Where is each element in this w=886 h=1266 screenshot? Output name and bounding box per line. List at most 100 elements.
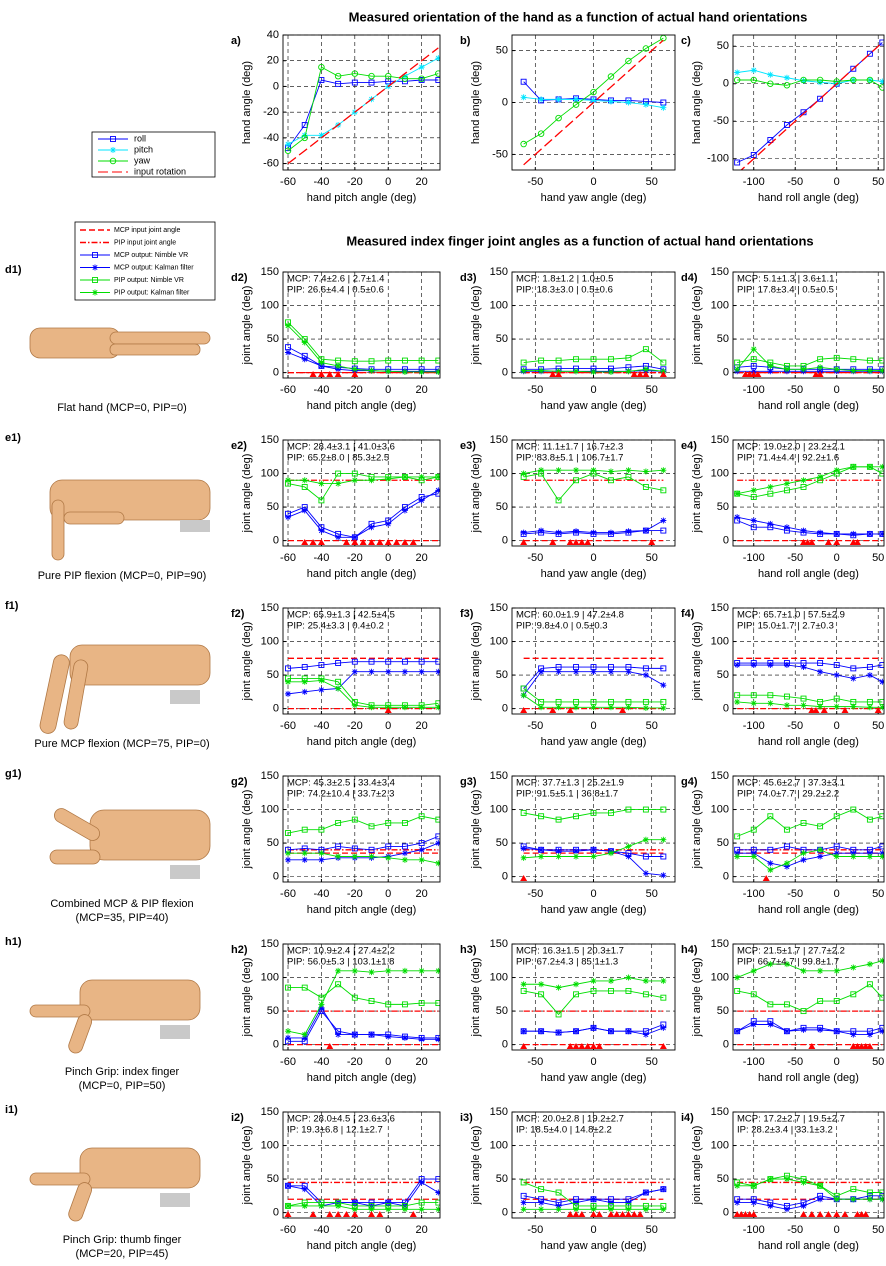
data-point: [351, 994, 358, 1001]
loss-marker: [584, 1043, 592, 1049]
series-group: [285, 657, 440, 713]
y-tick-label: 100: [711, 635, 729, 647]
legend-box: [74, 221, 216, 301]
data-point: [385, 520, 392, 527]
y-tick-label: 0: [723, 1039, 729, 1051]
loss-marker: [351, 539, 359, 545]
data-point: [335, 362, 342, 369]
data-point: [750, 850, 757, 857]
data-point: [555, 668, 562, 675]
data-point: [850, 76, 857, 84]
data-point: [368, 658, 375, 665]
x-tick-label: -50: [787, 552, 803, 564]
series-line: [287, 1202, 439, 1207]
y-tick-label: 100: [490, 467, 508, 479]
data-point: [734, 692, 741, 699]
data-point: [607, 668, 614, 675]
series-line: [523, 666, 664, 689]
data-point: [800, 695, 807, 702]
caption: (MCP=35, PIP=40): [76, 912, 169, 924]
data-point: [435, 833, 440, 840]
data-point: [573, 1028, 580, 1035]
data-point: [351, 702, 358, 709]
row-label: g1): [5, 768, 22, 780]
data-point: [783, 74, 790, 81]
x-tick-label: -20: [347, 176, 363, 188]
x-tick-label: 0: [590, 552, 596, 564]
plot-area: [733, 440, 884, 546]
series-line: [287, 970, 439, 1036]
hand-illustration: [39, 644, 211, 734]
y-axis-label: joint angle (deg): [470, 790, 482, 870]
data-point: [351, 658, 358, 665]
axes-frame: [732, 34, 885, 171]
annotation: PIP: 71.4±4.4 | 92.2±1.6: [737, 453, 839, 464]
data-point: [625, 668, 632, 675]
loss-marker: [317, 539, 325, 545]
data-point: [335, 843, 342, 850]
data-point: [590, 356, 597, 363]
loss-marker: [572, 1043, 580, 1049]
data-point: [833, 703, 840, 710]
series-group: [520, 35, 667, 166]
data-point: [301, 678, 308, 685]
data-point: [850, 530, 857, 537]
data-point: [800, 484, 807, 490]
data-point: [783, 81, 791, 89]
data-point: [642, 806, 649, 813]
data-point: [418, 840, 425, 847]
data-point: [418, 1206, 425, 1213]
y-tick-label: 0: [502, 96, 508, 108]
series-group: [520, 467, 667, 545]
data-point: [418, 64, 425, 71]
y-tick-label: 100: [261, 635, 279, 647]
axes-frame: [282, 1111, 441, 1219]
data-point: [767, 692, 774, 699]
heading: Measured orientation of the hand as a fu…: [349, 9, 808, 24]
series-line: [737, 662, 883, 669]
data-point: [850, 665, 857, 672]
data-point: [800, 527, 807, 534]
panel-label: h3): [460, 944, 477, 956]
chart: 0 50 100 150 -100 -50 0 50 hand roll angle (deg)…: [681, 266, 885, 412]
y-tick-label: 100: [711, 1139, 729, 1151]
data-point: [590, 88, 597, 96]
data-point: [800, 820, 807, 826]
data-point: [435, 1036, 440, 1043]
annotation: MCP: 16.3±1.5 | 20.3±1.7: [516, 946, 624, 957]
annotation: MCP: 17.2±2.7 | 19.5±2.7: [737, 1114, 845, 1125]
data-point: [767, 490, 774, 497]
axes-frame: [511, 1111, 676, 1219]
row-label: h1): [5, 936, 22, 948]
data-point: [285, 850, 292, 857]
data-point: [879, 850, 884, 857]
data-point: [301, 688, 308, 695]
series-group: [520, 974, 667, 1049]
plot-area: [283, 440, 440, 546]
y-tick-label: 150: [490, 434, 508, 446]
data-point: [351, 534, 358, 541]
data-point: [879, 853, 884, 860]
data-point: [767, 860, 774, 867]
data-point: [318, 850, 325, 857]
series-group: [285, 967, 440, 1049]
y-axis-label: joint angle (deg): [470, 1126, 482, 1206]
data-point: [301, 356, 308, 363]
data-point: [750, 700, 757, 707]
axes-frame: [732, 943, 885, 1051]
y-tick-label: 0: [273, 1207, 279, 1219]
annotation: MCP: 21.5±1.7 | 27.7±2.2: [737, 946, 845, 957]
row-label: f1): [5, 600, 19, 612]
loss-marker: [309, 539, 317, 545]
panel-label: i4): [681, 1112, 694, 1124]
data-point: [833, 662, 840, 668]
loss-marker: [549, 539, 557, 545]
loss-marker: [520, 539, 528, 545]
data-point: [435, 704, 440, 711]
loss-marker: [816, 1211, 824, 1217]
legend-marker: [92, 264, 98, 271]
data-point: [572, 101, 580, 108]
y-tick-label: 150: [490, 938, 508, 950]
